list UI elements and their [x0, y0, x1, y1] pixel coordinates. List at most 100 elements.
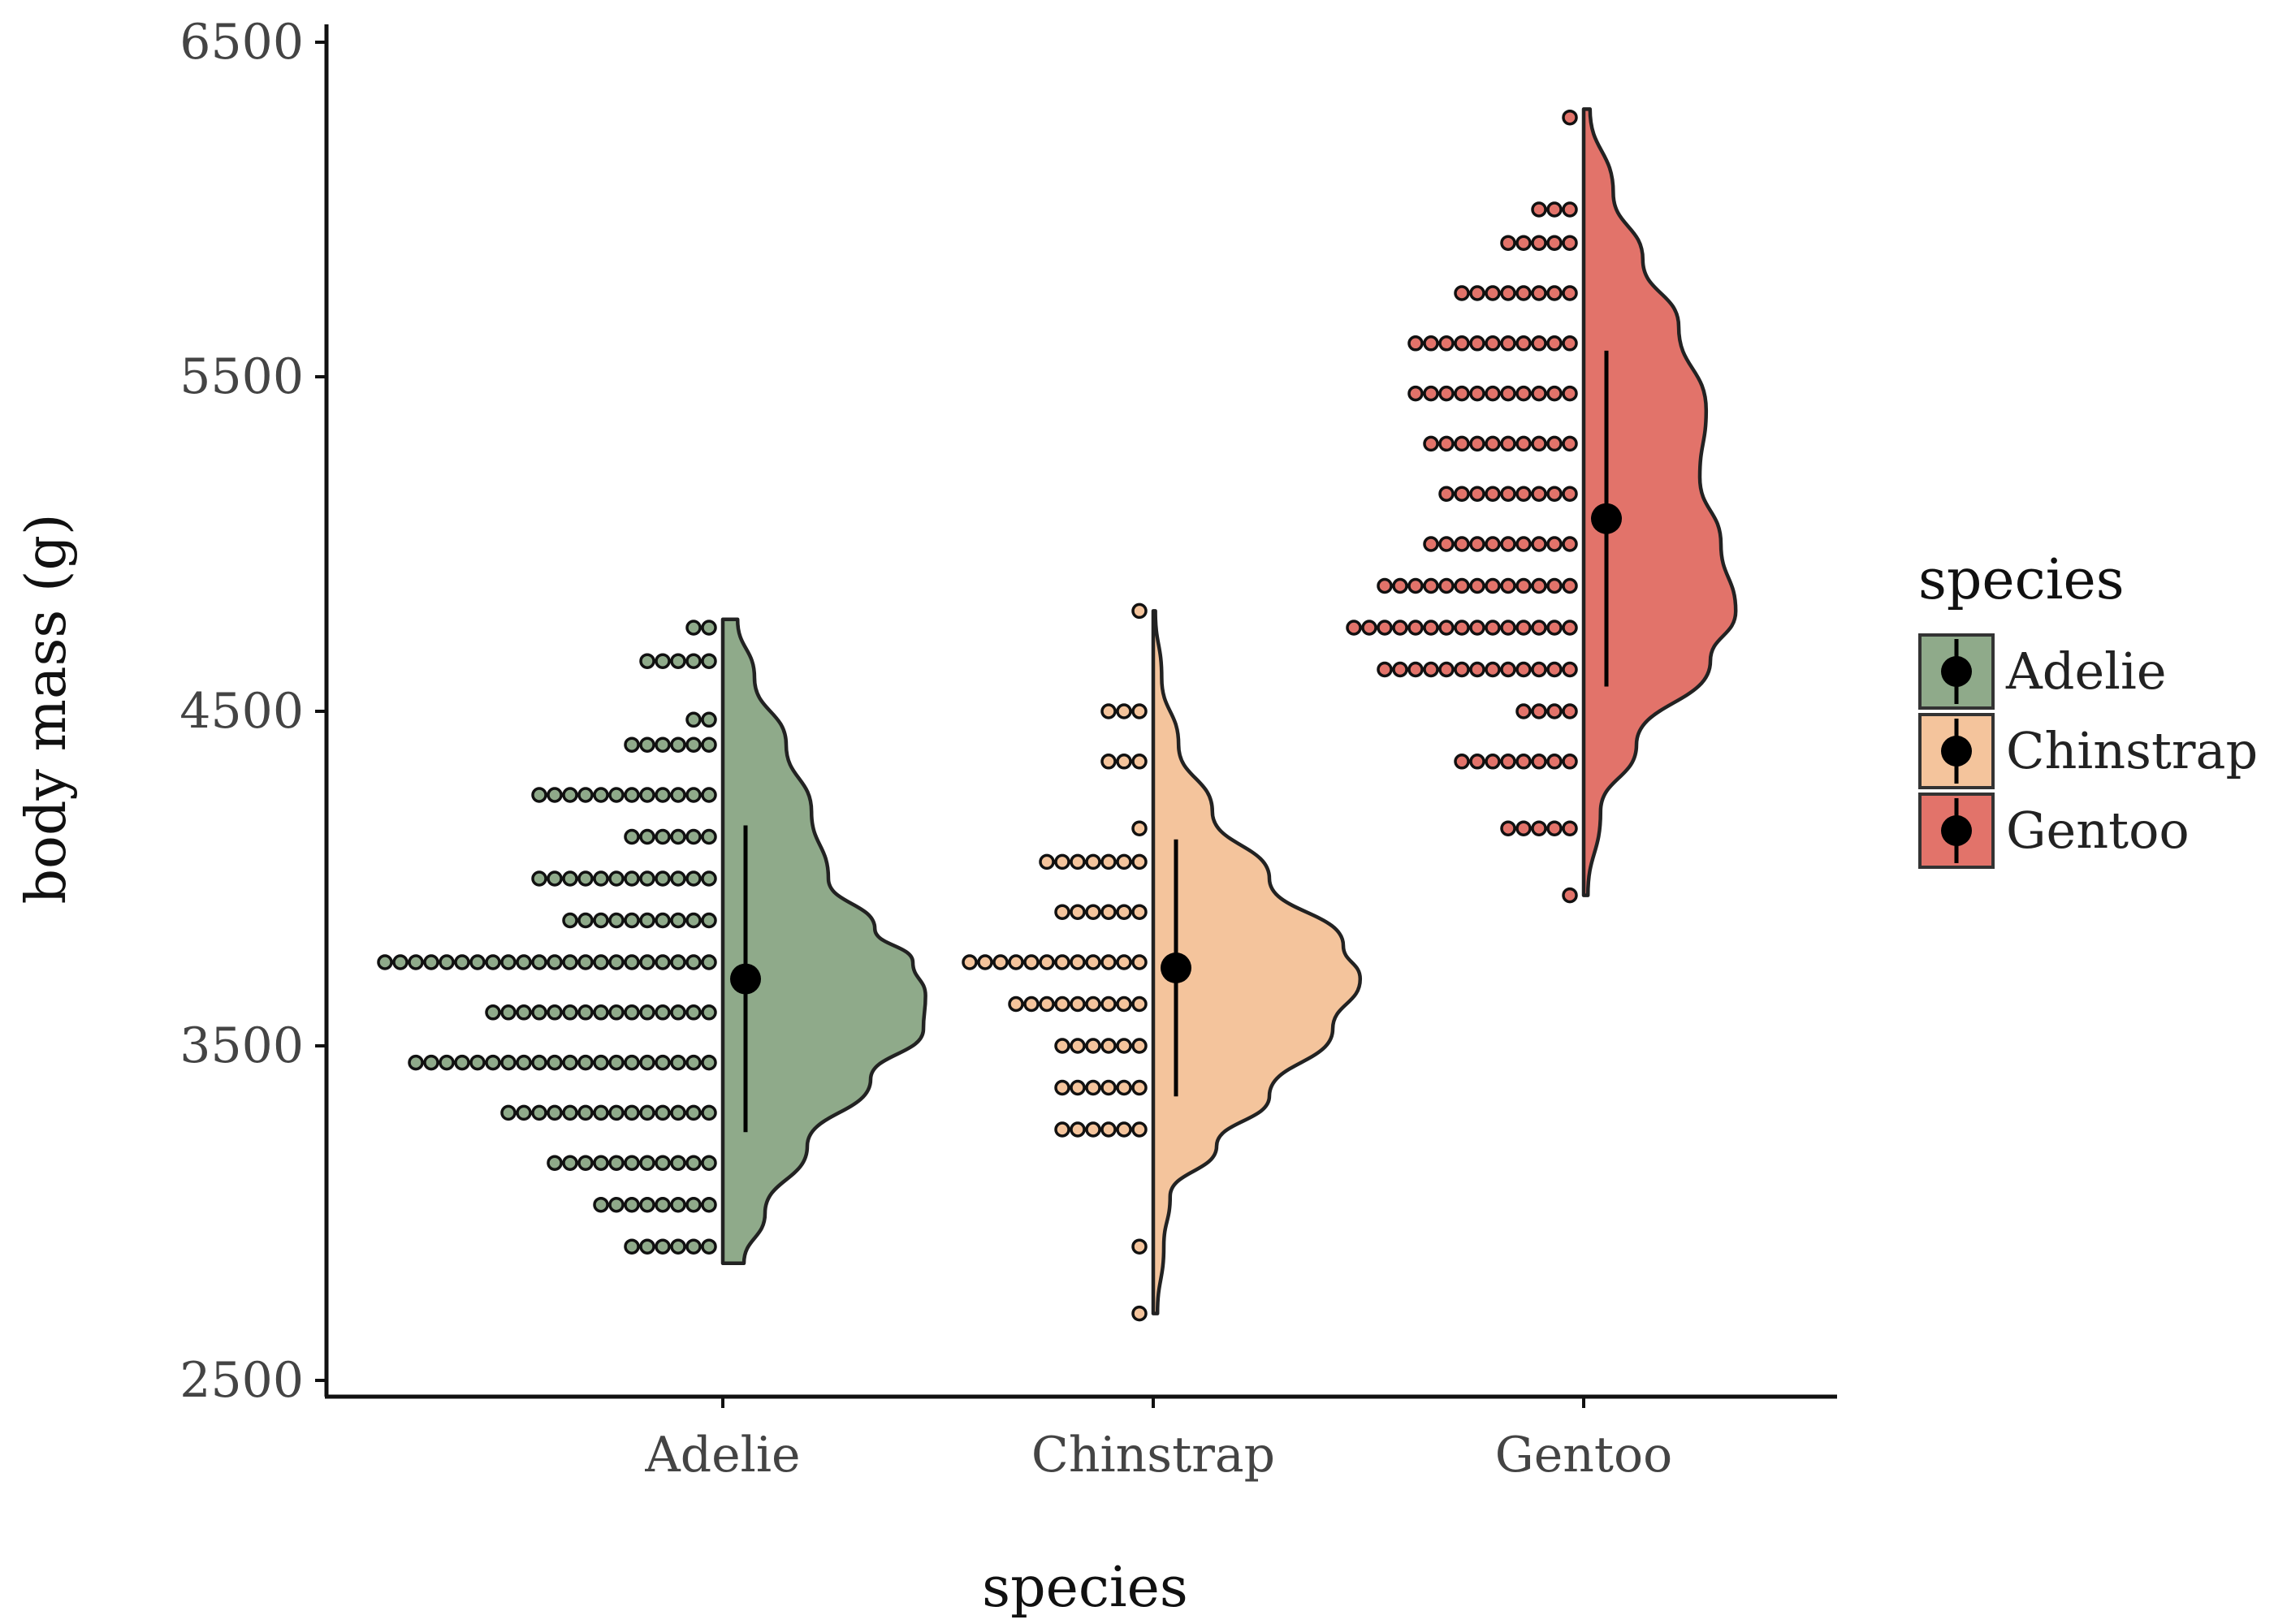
- y-axis-title: body mass (g): [15, 513, 79, 904]
- data-dot: [1469, 536, 1485, 552]
- data-dot: [1454, 335, 1470, 352]
- x-tick-label: Adelie: [644, 1427, 800, 1484]
- data-dot: [624, 736, 640, 753]
- x-axis: Adelie Chinstrap Gentoo: [325, 1394, 1837, 1484]
- legend-label: Chinstrap: [2006, 721, 2258, 780]
- data-dot: [1515, 385, 1532, 402]
- data-dot: [1485, 335, 1501, 352]
- data-dot: [516, 1054, 532, 1071]
- data-dot: [608, 1004, 625, 1021]
- data-dot: [562, 1155, 578, 1171]
- data-dot: [562, 870, 578, 887]
- data-dot: [670, 1196, 686, 1213]
- data-dot: [577, 912, 594, 929]
- data-dot: [1454, 577, 1470, 594]
- y-axis: 2500 3500 4500 5500 6500: [179, 14, 329, 1409]
- data-dot: [685, 1196, 702, 1213]
- data-dot: [531, 1004, 547, 1021]
- data-dot: [1423, 577, 1439, 594]
- legend-point: [1941, 815, 1972, 846]
- data-dot: [562, 1004, 578, 1021]
- data-dot: [516, 1004, 532, 1021]
- data-dot: [1085, 1121, 1101, 1138]
- data-dot: [685, 653, 702, 669]
- data-dot: [454, 954, 470, 970]
- data-dot: [655, 1155, 671, 1171]
- data-dot: [639, 736, 655, 753]
- mean-point: [1161, 952, 1191, 984]
- data-dot: [655, 1054, 671, 1071]
- y-tick-label: 2500: [179, 1352, 304, 1409]
- data-dot: [1023, 954, 1040, 970]
- data-dot: [1469, 661, 1485, 678]
- legend-label: Adelie: [2005, 641, 2167, 701]
- data-dot: [1546, 536, 1563, 552]
- data-dot: [1515, 703, 1532, 719]
- data-dot: [670, 736, 686, 753]
- data-dot: [1485, 620, 1501, 636]
- data-dot: [1377, 661, 1393, 678]
- data-dot: [1346, 620, 1362, 636]
- data-dot: [1392, 620, 1408, 636]
- data-dot: [1454, 285, 1470, 301]
- data-dot: [1546, 201, 1563, 218]
- data-dot: [624, 954, 640, 970]
- data-dot: [624, 870, 640, 887]
- data-dot: [1531, 536, 1547, 552]
- legend-point: [1941, 736, 1972, 767]
- data-dot: [655, 954, 671, 970]
- data-dot: [701, 620, 717, 636]
- data-dot: [1469, 385, 1485, 402]
- data-dot: [1116, 996, 1132, 1013]
- data-dot: [685, 711, 702, 728]
- mean-point: [1591, 503, 1622, 534]
- data-dot: [685, 954, 702, 970]
- data-dot: [1454, 536, 1470, 552]
- data-dot: [624, 1155, 640, 1171]
- data-dot: [1500, 620, 1516, 636]
- data-dot: [1515, 577, 1532, 594]
- data-dot: [1485, 536, 1501, 552]
- data-dot: [1500, 285, 1516, 301]
- data-dot: [608, 787, 625, 803]
- data-dot: [624, 828, 640, 845]
- data-dot: [1085, 1079, 1101, 1096]
- data-dot: [1469, 335, 1485, 352]
- data-dot: [1100, 996, 1117, 1013]
- data-dot: [547, 954, 563, 970]
- data-dot: [1407, 620, 1424, 636]
- data-dot: [1515, 235, 1532, 251]
- data-dot: [593, 1054, 609, 1071]
- data-dot: [1100, 954, 1117, 970]
- data-dot: [577, 870, 594, 887]
- series-chinstrap: [962, 603, 1363, 1322]
- data-dot: [547, 870, 563, 887]
- data-dot: [1392, 661, 1408, 678]
- data-dot: [516, 954, 532, 970]
- data-dot: [1131, 904, 1148, 920]
- data-dot: [1131, 1238, 1148, 1255]
- data-dot: [639, 954, 655, 970]
- data-dot: [670, 787, 686, 803]
- data-dot: [639, 1054, 655, 1071]
- data-dot: [1054, 1121, 1070, 1138]
- data-dot: [1131, 820, 1148, 836]
- data-dot: [1469, 285, 1485, 301]
- data-dot: [608, 1054, 625, 1071]
- legend-item-chinstrap: Chinstrap: [1918, 713, 2258, 789]
- data-dot: [577, 1155, 594, 1171]
- data-dot: [701, 711, 717, 728]
- data-dot: [608, 870, 625, 887]
- data-dot: [670, 870, 686, 887]
- data-dot: [655, 653, 671, 669]
- data-dot: [1070, 853, 1086, 870]
- data-dot: [1562, 536, 1578, 552]
- data-dot: [1562, 820, 1578, 836]
- data-dot: [624, 1004, 640, 1021]
- data-dot: [1116, 904, 1132, 920]
- x-tick-label: Gentoo: [1495, 1427, 1672, 1484]
- data-dot: [1485, 577, 1501, 594]
- data-dot: [670, 1104, 686, 1121]
- data-dot: [531, 1104, 547, 1121]
- data-dot: [1361, 620, 1377, 636]
